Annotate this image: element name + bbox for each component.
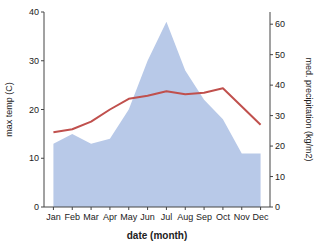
x-tick-label: Jul <box>161 212 173 222</box>
x-tick-label: Mar <box>83 212 99 222</box>
y2-tick <box>270 115 273 116</box>
y-tick <box>41 60 44 61</box>
y2-tick-label: 0 <box>275 202 280 212</box>
y2-tick <box>270 24 273 25</box>
x-tick-label: Jan <box>46 212 61 222</box>
y-tick-label: 0 <box>34 202 39 212</box>
x-tick <box>72 207 73 210</box>
y2-axis-line <box>270 12 271 207</box>
y2-tick-label: 10 <box>275 172 285 182</box>
x-tick-label: Aug <box>177 212 193 222</box>
x-tick-label: Sep <box>196 212 212 222</box>
x-tick <box>147 207 148 210</box>
y-tick <box>41 12 44 13</box>
x-axis-label: date (month) <box>127 230 188 241</box>
y2-tick-label: 40 <box>275 80 285 90</box>
x-tick <box>204 207 205 210</box>
x-tick-label: Dec <box>253 212 270 222</box>
y-tick <box>41 158 44 159</box>
y2-tick <box>270 176 273 177</box>
y2-tick-label: 20 <box>275 141 285 151</box>
x-tick <box>222 207 223 210</box>
y-tick-label: 20 <box>29 105 39 115</box>
line <box>53 88 260 132</box>
y-tick <box>41 207 44 208</box>
y-tick-label: 40 <box>29 7 39 17</box>
x-tick <box>241 207 242 210</box>
x-tick <box>109 207 110 210</box>
y-axis-label: max temp (C) <box>4 82 14 137</box>
area <box>53 22 260 207</box>
y2-tick-label: 60 <box>275 19 285 29</box>
y2-tick <box>270 207 273 208</box>
chart: JanFebMar AprMayJun Jul AugSep OctNovDec 0 10 2… <box>0 0 318 247</box>
y-tick-label: 10 <box>29 153 39 163</box>
x-tick <box>185 207 186 210</box>
x-tick-label: Nov <box>234 212 251 222</box>
y2-tick <box>270 146 273 147</box>
x-tick-label: May <box>120 212 138 222</box>
y2-tick <box>270 85 273 86</box>
x-tick <box>166 207 167 210</box>
x-tick <box>260 207 261 210</box>
x-axis-line <box>44 207 270 208</box>
x-tick-label: Jun <box>140 212 155 222</box>
x-tick <box>91 207 92 210</box>
x-tick <box>128 207 129 210</box>
x-tick-label: Apr <box>103 212 117 222</box>
y2-tick-label: 50 <box>275 50 285 60</box>
x-tick-label: Oct <box>216 212 231 222</box>
y2-axis-label: med. precipitation (kg/m2) <box>304 57 314 161</box>
y-tick-label: 30 <box>29 56 39 66</box>
x-tick <box>53 207 54 210</box>
plot-area <box>53 22 260 207</box>
x-tick-label: Feb <box>64 212 80 222</box>
y2-tick <box>270 54 273 55</box>
y2-tick-label: 30 <box>275 111 285 121</box>
y-tick <box>41 109 44 110</box>
